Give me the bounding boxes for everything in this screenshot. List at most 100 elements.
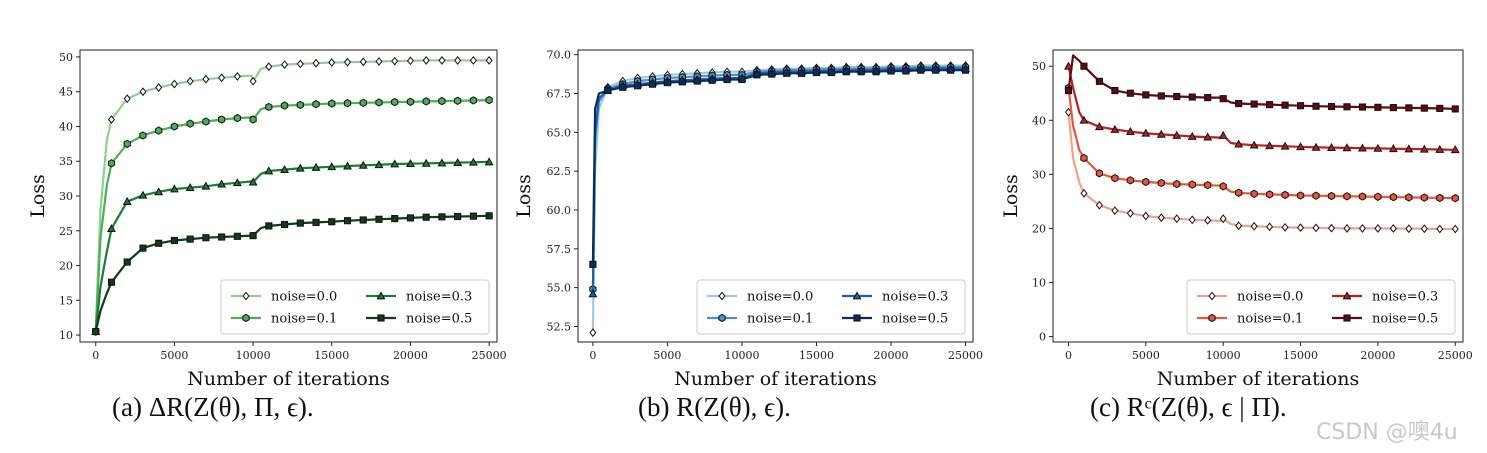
series-marker-c-0-23 — [1358, 224, 1366, 233]
series-marker-c-1-8 — [1157, 178, 1165, 188]
series-line-b-2 — [591, 67, 966, 294]
series-marker-a-2-9 — [201, 181, 211, 190]
y-tick-label-b-1: 55.0 — [547, 282, 572, 295]
series-marker-a-3-27 — [454, 212, 462, 221]
x-tick-label-b-4: 20000 — [874, 349, 909, 362]
y-tick-label-b-2: 57.5 — [547, 243, 572, 256]
x-tick-label-c-4: 20000 — [1360, 349, 1395, 362]
series-marker-a-2-11 — [232, 178, 242, 187]
series-marker-c-2-5 — [1110, 124, 1120, 133]
series-marker-a-1-23 — [391, 97, 399, 107]
series-marker-c-2-10 — [1187, 131, 1197, 140]
legend-label-c-0: noise=0.0 — [1237, 290, 1303, 305]
x-axis-label-a: Number of iterations — [187, 368, 389, 390]
series-marker-a-1-27 — [454, 96, 462, 105]
series-marker-a-1-16 — [280, 101, 289, 110]
series-marker-c-2-0 — [1064, 61, 1073, 70]
series-marker-c-1-22 — [1343, 192, 1351, 201]
series-marker-c-3-16 — [1250, 100, 1258, 108]
series-marker-c-3-18 — [1281, 101, 1289, 109]
series-marker-b-3-23 — [902, 67, 910, 75]
series-marker-c-1-27 — [1420, 193, 1428, 202]
series-marker-a-1-18 — [312, 100, 320, 109]
series-marker-c-1-29 — [1451, 194, 1459, 203]
y-tick-label-a-7: 45 — [59, 86, 73, 99]
series-marker-c-1-4 — [1095, 169, 1103, 178]
series-marker-a-3-21 — [359, 216, 367, 224]
series-marker-a-3-25 — [422, 213, 430, 221]
series-marker-a-3-24 — [406, 214, 415, 222]
series-marker-c-3-0 — [1064, 86, 1073, 95]
series-marker-c-3-15 — [1235, 99, 1243, 108]
series-marker-c-0-26 — [1405, 224, 1413, 234]
series-marker-c-1-16 — [1250, 189, 1258, 198]
series-marker-a-0-28 — [469, 56, 477, 65]
series-marker-a-3-6 — [155, 239, 163, 247]
series-marker-b-3-4 — [619, 83, 627, 91]
x-tick-label-b-5: 25000 — [948, 349, 983, 362]
y-tick-label-c-1: 10 — [1032, 277, 1046, 290]
y-tick-label-a-1: 15 — [59, 294, 73, 307]
legend-label-b-3: noise=0.5 — [882, 312, 948, 327]
series-marker-c-1-10 — [1188, 180, 1196, 189]
watermark: CSDN @噢4u — [1316, 420, 1458, 445]
series-marker-c-3-23 — [1358, 103, 1366, 111]
series-marker-b-3-7 — [663, 79, 671, 87]
series-marker-a-2-4 — [122, 196, 132, 205]
chart-panel-a: 0 5000 10000 15000 20000 25000 10 15 20 25 30 35 40 4… — [27, 49, 507, 390]
y-tick-label-b-4: 62.5 — [547, 165, 572, 178]
series-marker-a-0-6 — [155, 83, 163, 92]
series-marker-a-0-17 — [296, 59, 304, 69]
series-marker-c-2-17 — [1265, 141, 1275, 150]
series-marker-a-2-10 — [217, 179, 227, 188]
series-marker-a-0-26 — [438, 56, 446, 65]
series-marker-b-3-14 — [768, 70, 776, 78]
series-marker-c-1-19 — [1296, 191, 1305, 200]
y-axis-label-a: Loss — [27, 174, 49, 218]
series-marker-c-0-3 — [1080, 188, 1088, 198]
y-tick-label-a-6: 40 — [59, 120, 73, 133]
series-marker-a-2-23 — [390, 159, 400, 168]
series-marker-a-0-11 — [233, 72, 241, 81]
series-marker-a-3-18 — [312, 218, 320, 226]
series-marker-c-3-9 — [1173, 92, 1181, 101]
series-marker-c-3-10 — [1188, 93, 1196, 101]
series-line-b-1 — [591, 65, 966, 290]
x-tick-label-a-3: 15000 — [314, 349, 349, 362]
legend-marker-b-2 — [852, 291, 862, 300]
legend-box-c — [1186, 279, 1456, 335]
caption-a: (a) ΔR(Z(θ), Π, ϵ). — [112, 392, 314, 423]
series-marker-b-3-16 — [798, 69, 806, 77]
legend-marker-c-2 — [1342, 291, 1352, 300]
series-marker-c-0-7 — [1142, 211, 1150, 221]
series-marker-a-2-27 — [453, 157, 463, 167]
series-marker-a-2-21 — [358, 160, 368, 169]
legend-marker-b-1 — [718, 313, 726, 323]
series-marker-c-0-17 — [1266, 222, 1274, 232]
x-tick-label-b-2: 10000 — [724, 349, 759, 362]
series-marker-c-3-25 — [1389, 104, 1397, 112]
series-marker-a-0-20 — [343, 57, 352, 67]
series-marker-a-2-6 — [154, 187, 164, 196]
x-axis-label-c: Number of iterations — [1157, 368, 1359, 390]
legend-label-b-1: noise=0.1 — [747, 312, 813, 327]
series-marker-a-1-25 — [422, 97, 430, 106]
series-marker-c-0-13 — [1219, 214, 1227, 224]
series-marker-a-1-29 — [485, 95, 493, 105]
series-marker-a-2-29 — [484, 157, 494, 166]
series-marker-c-0-5 — [1111, 206, 1119, 216]
y-tick-label-a-4: 30 — [59, 190, 73, 203]
series-marker-a-3-13 — [249, 232, 257, 240]
series-marker-a-3-10 — [218, 233, 226, 241]
x-axis-label-b: Number of iterations — [674, 368, 876, 390]
series-marker-a-0-5 — [139, 87, 147, 97]
series-marker-c-1-9 — [1173, 179, 1181, 189]
series-marker-a-3-22 — [375, 215, 383, 223]
series-marker-c-0-4 — [1095, 200, 1103, 210]
series-marker-b-3-5 — [634, 82, 642, 90]
legend-label-a-3: noise=0.5 — [406, 312, 472, 327]
series-marker-a-1-6 — [155, 126, 163, 135]
series-marker-a-2-3 — [107, 224, 116, 233]
series-marker-a-1-24 — [406, 97, 415, 106]
